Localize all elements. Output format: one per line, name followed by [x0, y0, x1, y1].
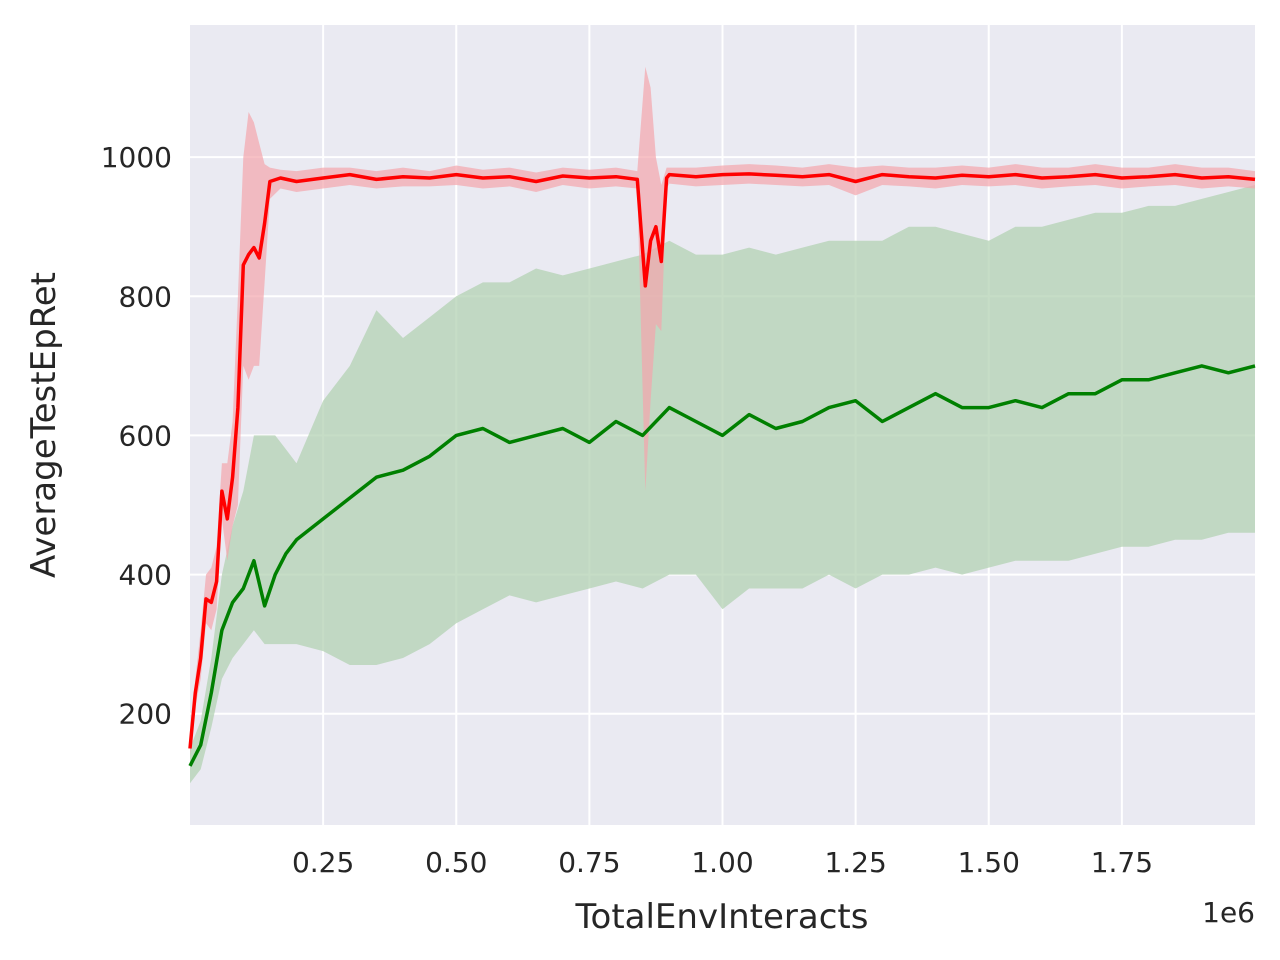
y-tick-label: 400: [119, 559, 172, 592]
y-tick-label: 800: [119, 280, 172, 313]
y-tick-labels: 200 400 600 800 1000: [101, 141, 172, 731]
x-tick-label: 1.25: [824, 846, 886, 879]
x-tick-label: 0.25: [292, 846, 354, 879]
y-tick-label: 200: [119, 698, 172, 731]
series-1-band: [190, 185, 1255, 784]
y-tick-label: 600: [119, 419, 172, 452]
x-axis-label: TotalEnvInteracts: [575, 897, 869, 937]
y-tick-label: 1000: [101, 141, 172, 174]
series-0-line: [188, 172, 1256, 749]
x-tick-label: 0.75: [558, 846, 620, 879]
confidence-bands: [190, 66, 1255, 784]
x-tick-labels: 0.25 0.50 0.75 1.00 1.25 1.50 1.75: [292, 846, 1153, 879]
y-axis-label: AverageTestEpRet: [24, 272, 64, 578]
x-tick-label: 1.00: [691, 846, 753, 879]
series-1-line: [188, 364, 1256, 767]
x-tick-label: 1.50: [958, 846, 1020, 879]
series-lines: [188, 172, 1256, 767]
x-tick-label: 1.75: [1091, 846, 1153, 879]
x-offset-label: 1e6: [1202, 896, 1255, 929]
x-tick-label: 0.50: [425, 846, 487, 879]
